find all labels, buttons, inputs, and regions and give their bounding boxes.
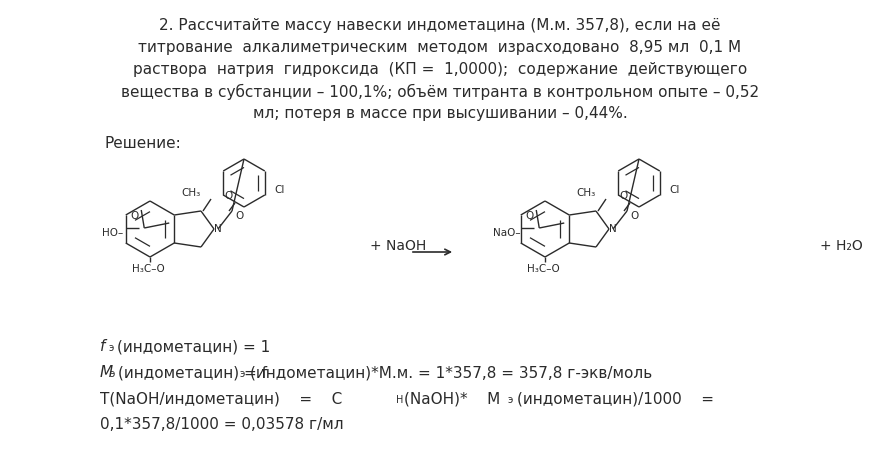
Text: M: M	[100, 365, 113, 380]
Text: Cl: Cl	[669, 185, 680, 195]
Text: 0,1*357,8/1000 = 0,03578 г/мл: 0,1*357,8/1000 = 0,03578 г/мл	[100, 417, 343, 432]
Text: Н: Н	[396, 395, 403, 405]
Text: N: N	[608, 224, 616, 234]
Text: O: O	[524, 211, 533, 221]
Text: э: э	[110, 369, 115, 379]
Text: O: O	[130, 211, 138, 221]
Text: (индометацин)*М.м. = 1*357,8 = 357,8 г-экв/моль: (индометацин)*М.м. = 1*357,8 = 357,8 г-э…	[249, 365, 651, 380]
Text: O: O	[235, 211, 244, 221]
Text: H₃C–O: H₃C–O	[526, 264, 558, 274]
Text: мл; потеря в массе при высушивании – 0,44%.: мл; потеря в массе при высушивании – 0,4…	[252, 106, 627, 121]
Text: э: э	[109, 343, 114, 353]
Text: (индометацин) = 1: (индометацин) = 1	[117, 339, 270, 354]
Text: O: O	[630, 211, 638, 221]
Text: (индометацин) = f: (индометацин) = f	[118, 365, 267, 380]
Text: CH₃: CH₃	[576, 188, 595, 198]
Text: вещества в субстанции – 100,1%; объём титранта в контрольном опыте – 0,52: вещества в субстанции – 100,1%; объём ти…	[121, 84, 759, 100]
Text: (NaOH)*    M: (NaOH)* M	[404, 391, 500, 406]
Text: э: э	[240, 369, 245, 379]
Text: N: N	[214, 224, 221, 234]
Text: H₃C–O: H₃C–O	[132, 264, 164, 274]
Text: 2. Рассчитайте массу навески индометацина (М.м. 357,8), если на её: 2. Рассчитайте массу навески индометацин…	[159, 18, 720, 33]
Text: Cl: Cl	[275, 185, 284, 195]
Text: + H₂O: + H₂O	[819, 239, 862, 253]
Text: э: э	[507, 395, 513, 405]
Text: O: O	[619, 191, 628, 201]
Text: NaO–: NaO–	[493, 228, 521, 238]
Text: Решение:: Решение:	[104, 136, 182, 151]
Text: + NaOH: + NaOH	[370, 239, 426, 253]
Text: раствора  натрия  гидроксида  (КП =  1,0000);  содержание  действующего: раствора натрия гидроксида (КП = 1,0000)…	[133, 62, 746, 77]
Text: O: O	[225, 191, 233, 201]
Text: T(NaOH/индометацин)    =    C: T(NaOH/индометацин) = C	[100, 391, 342, 406]
Text: CH₃: CH₃	[181, 188, 200, 198]
Text: (индометацин)/1000    =: (индометацин)/1000 =	[516, 391, 713, 406]
Text: HO–: HO–	[102, 228, 123, 238]
Text: титрование  алкалиметрическим  методом  израсходовано  8,95 мл  0,1 М: титрование алкалиметрическим методом изр…	[138, 40, 741, 55]
Text: f: f	[100, 339, 105, 354]
